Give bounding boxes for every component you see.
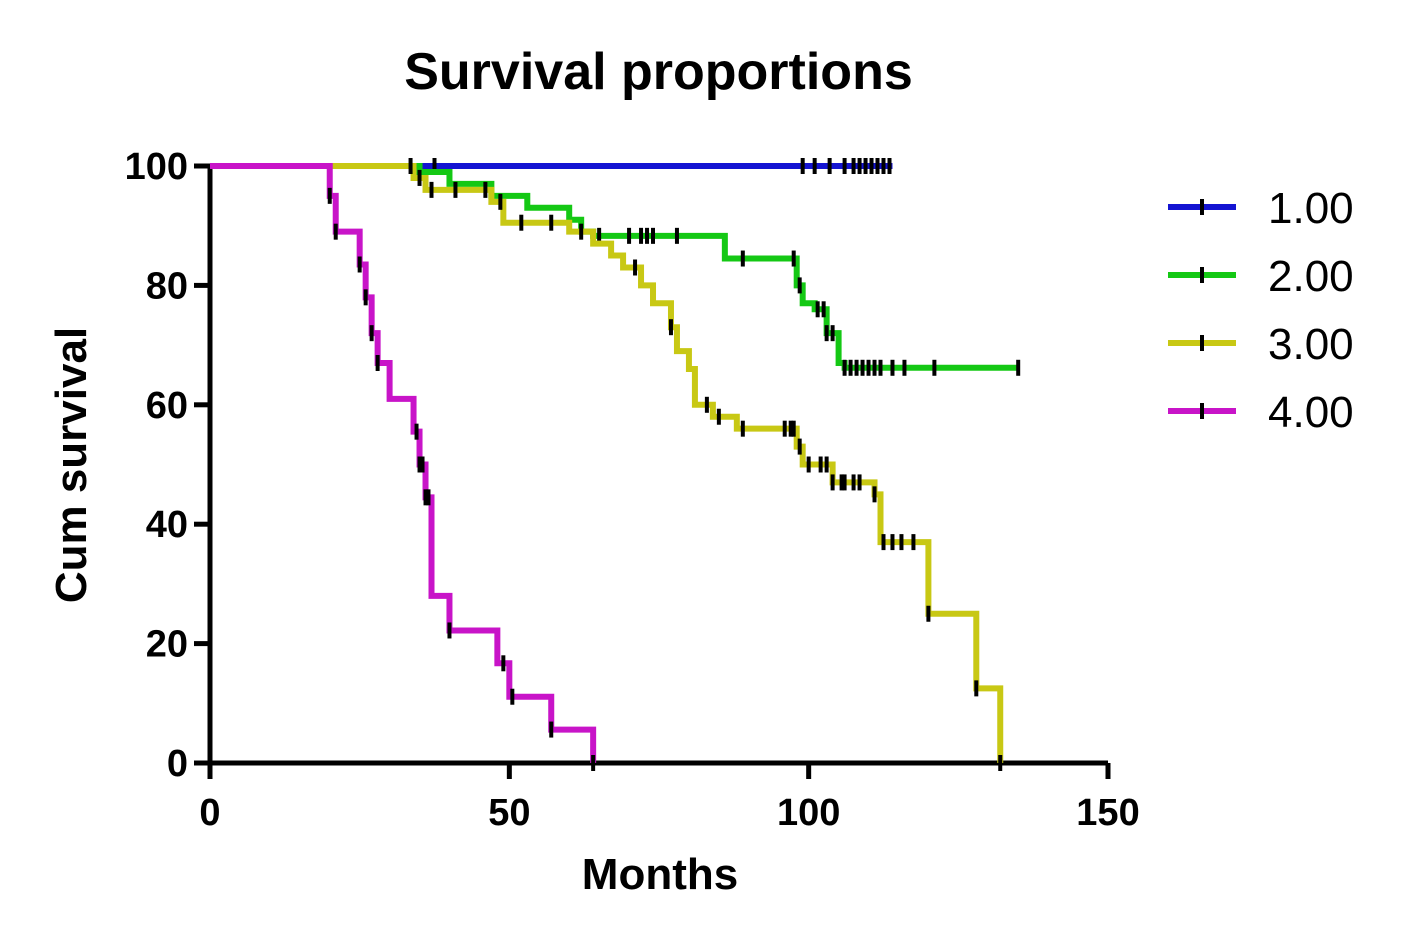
y-tick-label: 0 <box>167 743 188 785</box>
legend-item-1.00: 1.00 <box>1168 184 1354 233</box>
legend-label: 2.00 <box>1268 252 1354 301</box>
x-axis-label: Months <box>581 850 739 899</box>
legend: 1.00 2.00 3.00 4.00 <box>1168 184 1354 437</box>
survival-curve-4.00 <box>210 163 597 763</box>
legend-label: 4.00 <box>1268 388 1354 437</box>
y-tick-label: 80 <box>146 265 188 307</box>
series-4.00 <box>210 163 597 771</box>
series-layer <box>210 158 1021 771</box>
y-tick-label: 60 <box>146 385 188 427</box>
x-tick-label: 150 <box>1076 792 1139 834</box>
chart-title: Survival proportions <box>404 43 913 101</box>
x-tick-label: 100 <box>777 792 840 834</box>
y-tick-label: 40 <box>146 504 188 546</box>
y-tick-label: 100 <box>125 146 188 188</box>
legend-item-4.00: 4.00 <box>1168 388 1354 437</box>
survival-curve-3.00 <box>210 163 1004 763</box>
legend-label: 1.00 <box>1268 184 1354 233</box>
legend-label: 3.00 <box>1268 320 1354 369</box>
axes: 0 50 100 150 0 20 40 60 80 100 <box>125 146 1140 834</box>
x-tick-label: 50 <box>488 792 530 834</box>
y-tick-label: 20 <box>146 624 188 666</box>
y-axis-label: Cum survival <box>47 326 96 604</box>
series-3.00 <box>210 158 1004 771</box>
legend-item-2.00: 2.00 <box>1168 252 1354 301</box>
x-tick-label: 0 <box>199 792 220 834</box>
legend-item-3.00: 3.00 <box>1168 320 1354 369</box>
